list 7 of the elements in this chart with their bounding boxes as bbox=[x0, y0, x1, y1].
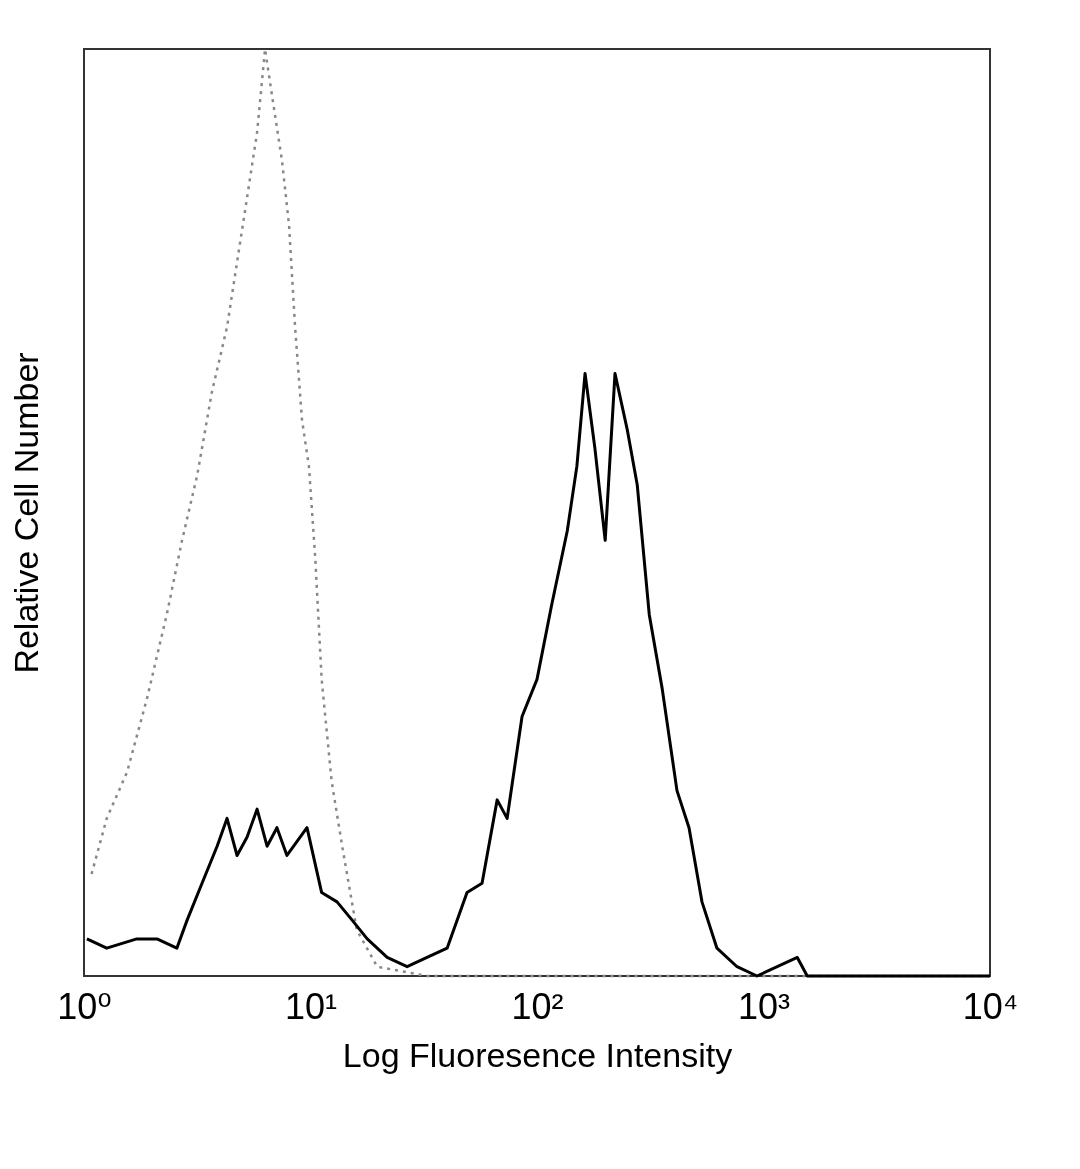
x-tick-label: 10⁰ bbox=[57, 985, 112, 1027]
x-tick-label: 10² bbox=[511, 985, 564, 1027]
x-axis-title: Log Fluoresence Intensity bbox=[342, 1035, 733, 1074]
x-tick-label: 10³ bbox=[737, 985, 791, 1027]
x-tick-label: 10⁴ bbox=[962, 985, 1019, 1027]
x-tick-label: 10¹ bbox=[284, 985, 338, 1027]
y-axis-title: Relative Cell Number bbox=[6, 352, 45, 674]
